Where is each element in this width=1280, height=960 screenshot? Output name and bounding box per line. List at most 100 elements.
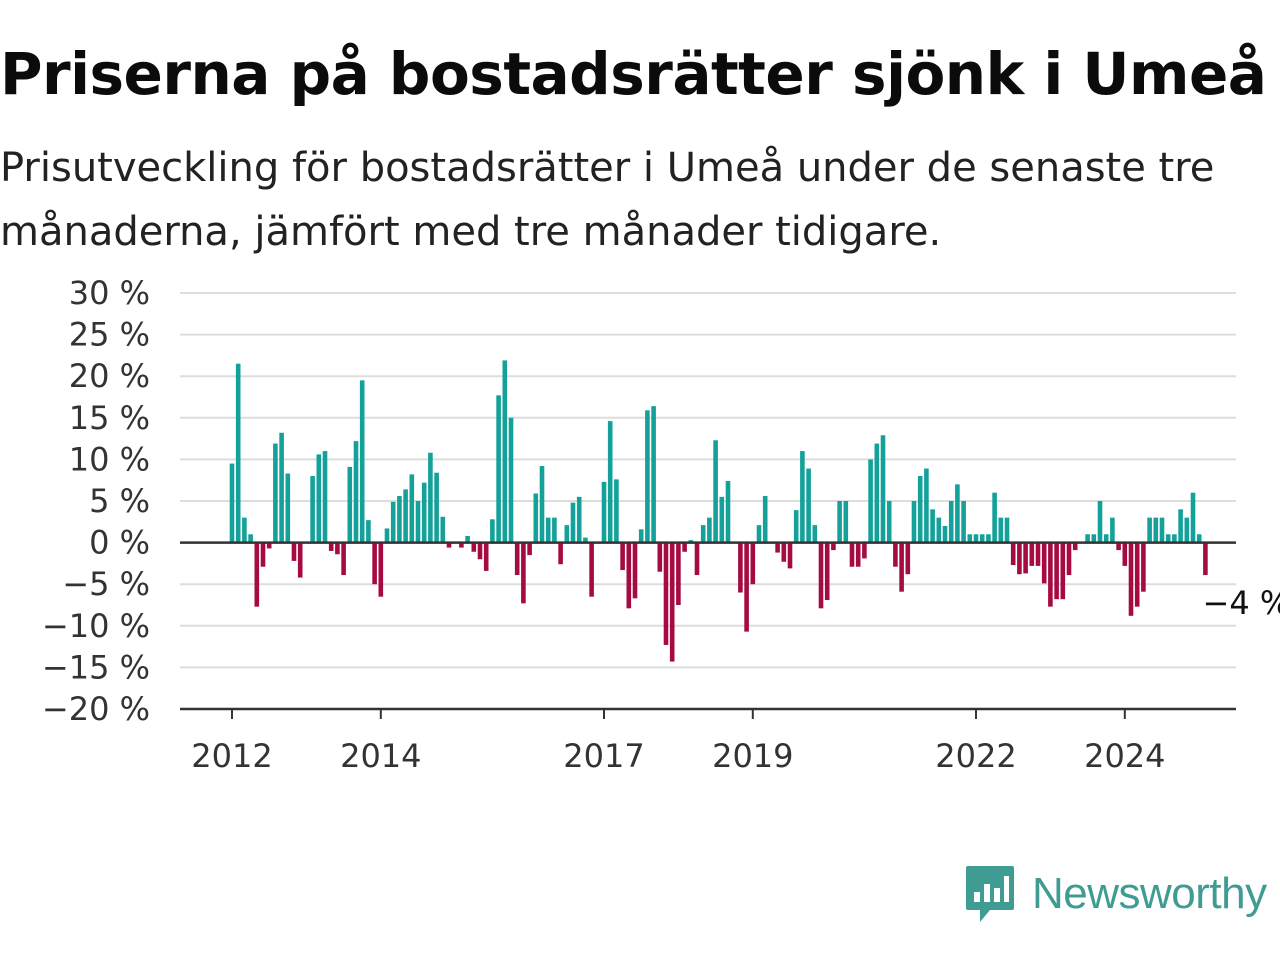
bar — [254, 542, 260, 607]
bar — [669, 542, 675, 662]
bar — [1172, 534, 1177, 543]
bar — [310, 476, 315, 543]
bar — [242, 517, 247, 543]
bar — [998, 517, 1004, 543]
bar — [725, 481, 731, 543]
bar — [1072, 542, 1078, 551]
bar — [843, 501, 849, 543]
bar — [558, 542, 563, 565]
bar — [1048, 542, 1053, 607]
bar — [533, 493, 539, 543]
y-tick-label: −10 % — [42, 607, 150, 645]
bar — [651, 406, 656, 543]
bar — [539, 466, 545, 543]
bar — [849, 542, 855, 567]
bar — [1035, 542, 1041, 566]
bar — [415, 501, 421, 543]
bar — [1085, 534, 1090, 543]
gridlines — [180, 292, 1236, 669]
bar — [1091, 534, 1097, 543]
bar — [1041, 542, 1047, 584]
bar — [297, 542, 303, 578]
bar — [508, 417, 514, 543]
y-tick-label: 10 % — [69, 440, 150, 478]
chart-subtitle: Prisutveckling för bostadsrätter i Umeå … — [0, 145, 1215, 255]
bar — [428, 452, 433, 543]
bar — [663, 542, 669, 645]
bar — [279, 432, 284, 543]
bar — [955, 484, 960, 543]
bar — [657, 542, 663, 572]
bar — [1184, 517, 1190, 543]
bar — [459, 542, 464, 548]
bar — [1134, 542, 1140, 607]
bar — [1203, 542, 1208, 576]
bar — [930, 509, 935, 543]
bar — [862, 542, 867, 559]
bar — [707, 517, 712, 543]
bar — [545, 517, 551, 543]
y-tick-label: 25 % — [69, 316, 150, 354]
bar — [434, 472, 439, 543]
bar — [911, 501, 917, 543]
bar — [1023, 542, 1028, 574]
bar — [496, 395, 501, 543]
bar — [855, 542, 861, 567]
bar — [1165, 534, 1171, 543]
bar — [514, 542, 520, 576]
logo-chart-icon — [966, 866, 1014, 922]
y-tick-label: 5 % — [89, 482, 150, 520]
bar — [812, 525, 818, 543]
bar — [260, 542, 266, 567]
x-tick-label: 2017 — [563, 737, 644, 775]
bar — [589, 542, 594, 597]
bar — [465, 535, 470, 543]
bar — [335, 542, 340, 555]
bar — [1103, 534, 1109, 543]
bar — [676, 542, 681, 605]
bar — [1153, 517, 1159, 543]
bar — [1128, 542, 1134, 616]
bar — [527, 542, 532, 556]
chart-title: Priserna på bostadsrätter sjönk i Umeå — [0, 40, 1267, 108]
bar — [1004, 517, 1010, 543]
bar — [316, 454, 322, 543]
bar — [576, 496, 582, 543]
bar — [886, 501, 892, 543]
bar — [700, 525, 706, 543]
bar — [266, 542, 272, 549]
bar — [806, 468, 811, 543]
y-tick-label: −5 % — [62, 565, 150, 603]
bar — [328, 542, 334, 551]
bar — [229, 463, 235, 543]
bar — [607, 421, 613, 543]
bar — [490, 519, 495, 543]
axes — [180, 541, 1236, 719]
bar — [359, 380, 365, 543]
bar — [787, 542, 793, 569]
bar — [744, 542, 749, 632]
bar — [1110, 517, 1115, 543]
bar — [738, 542, 743, 593]
bar — [880, 435, 886, 543]
bar — [917, 476, 923, 543]
bar — [645, 410, 650, 543]
bar — [750, 542, 756, 585]
bar — [824, 542, 830, 601]
y-tick-label: 0 % — [89, 524, 150, 562]
bar — [397, 496, 402, 543]
bar — [620, 542, 625, 571]
bar — [378, 542, 384, 597]
bar — [948, 501, 954, 543]
labels: 30 % 25 %20 % 15 %10 % 5 % 0 %−5 % −10 %−15 %… — [42, 274, 1280, 775]
bar — [1141, 542, 1146, 592]
bar — [390, 501, 396, 543]
bar — [899, 542, 904, 592]
x-tick-label: 2014 — [340, 737, 421, 775]
y-tick-label: 15 % — [69, 399, 150, 437]
bar — [973, 534, 979, 543]
bar — [905, 542, 911, 575]
bar — [868, 459, 873, 543]
